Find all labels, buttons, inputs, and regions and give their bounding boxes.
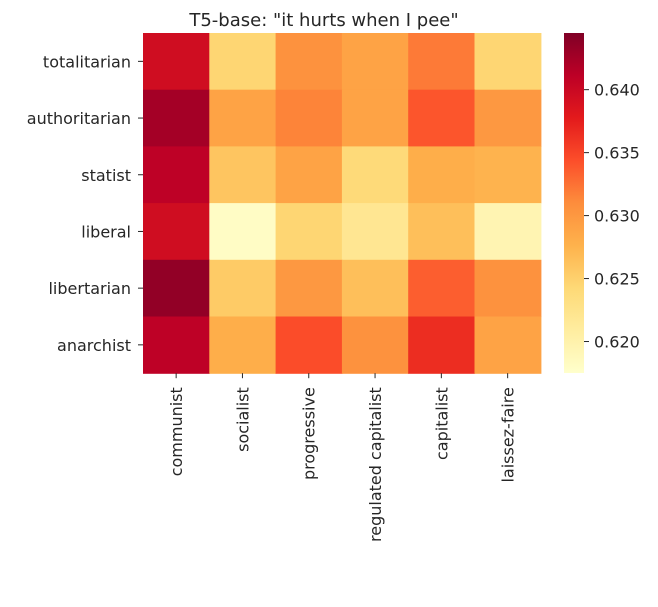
colorbar-tick-label: 0.640 — [594, 81, 640, 100]
heatmap-cell-liberal-regulated-capitalist — [341, 203, 409, 261]
heatmap-cell-statist-regulated-capitalist — [341, 146, 409, 204]
column-label: socialist — [233, 387, 252, 452]
heatmap-cell-statist-communist — [143, 146, 210, 204]
row-label: libertarian — [48, 279, 131, 298]
heatmap-cell-libertarian-laissez-faire — [474, 259, 542, 318]
column-label: regulated capitalist — [366, 387, 385, 542]
heatmap-cell-totalitarian-laissez-faire — [474, 33, 542, 91]
heatmap-cell-statist-progressive — [275, 146, 343, 204]
heatmap-cell-authoritarian-progressive — [275, 89, 343, 147]
heatmap-cell-libertarian-capitalist — [408, 259, 476, 318]
column-label: laissez-faire — [499, 387, 518, 482]
row-label: authoritarian — [27, 109, 131, 128]
heatmap-cell-anarchist-regulated-capitalist — [341, 316, 409, 374]
row-label: statist — [81, 166, 131, 185]
heatmap-cell-totalitarian-capitalist — [408, 33, 476, 91]
heatmap-cell-statist-socialist — [209, 146, 277, 204]
heatmap-cell-anarchist-capitalist — [408, 316, 476, 374]
heatmap-cell-liberal-socialist — [209, 203, 277, 261]
column-label: capitalist — [432, 387, 451, 460]
heatmap-cell-authoritarian-capitalist — [408, 89, 476, 147]
colorbar-tick-label: 0.630 — [594, 207, 640, 226]
column-labels: communist socialist progressive regulated c… — [167, 373, 518, 542]
heatmap-cell-totalitarian-socialist — [209, 33, 277, 91]
heatmap-cell-authoritarian-laissez-faire — [474, 89, 542, 147]
heatmap-cell-totalitarian-regulated-capitalist — [341, 33, 409, 91]
heatmap-cell-libertarian-progressive — [275, 259, 343, 318]
heatmap-cell-anarchist-communist — [143, 316, 210, 374]
heatmap-cell-anarchist-socialist — [209, 316, 277, 374]
heatmap-cells — [143, 33, 542, 374]
heatmap-cell-totalitarian-communist — [143, 33, 210, 91]
heatmap-cell-liberal-laissez-faire — [474, 203, 542, 261]
colorbar-ticks: 0.620 0.625 0.630 0.635 0.640 — [584, 81, 640, 352]
heatmap-cell-authoritarian-communist — [143, 89, 210, 147]
heatmap-cell-libertarian-regulated-capitalist — [341, 259, 409, 318]
heatmap-cell-anarchist-progressive — [275, 316, 343, 374]
heatmap-cell-statist-laissez-faire — [474, 146, 542, 204]
colorbar-tick-label: 0.635 — [594, 144, 640, 163]
colorbar-tick-label: 0.620 — [594, 333, 640, 352]
heatmap-cell-authoritarian-socialist — [209, 89, 277, 147]
heatmap-cell-libertarian-communist — [143, 259, 210, 318]
column-label: progressive — [300, 387, 319, 480]
row-labels: totalitarian authoritarian statist liberal l… — [27, 52, 143, 355]
heatmap-cell-anarchist-laissez-faire — [474, 316, 542, 374]
colorbar-tick-label: 0.625 — [594, 270, 640, 289]
chart-title: T5-base: "it hurts when I pee" — [188, 10, 458, 31]
heatmap-cell-liberal-capitalist — [408, 203, 476, 261]
column-label: communist — [167, 387, 186, 476]
heatmap-cell-liberal-progressive — [275, 203, 343, 261]
heatmap-cell-statist-capitalist — [408, 146, 476, 204]
heatmap-cell-totalitarian-progressive — [275, 33, 343, 91]
colorbar — [564, 33, 584, 373]
heatmap-cell-liberal-communist — [143, 203, 210, 261]
heatmap-cell-libertarian-socialist — [209, 259, 277, 318]
row-label: totalitarian — [43, 52, 131, 71]
row-label: anarchist — [57, 336, 131, 355]
heatmap-cell-authoritarian-regulated-capitalist — [341, 89, 409, 147]
row-label: liberal — [81, 222, 131, 241]
